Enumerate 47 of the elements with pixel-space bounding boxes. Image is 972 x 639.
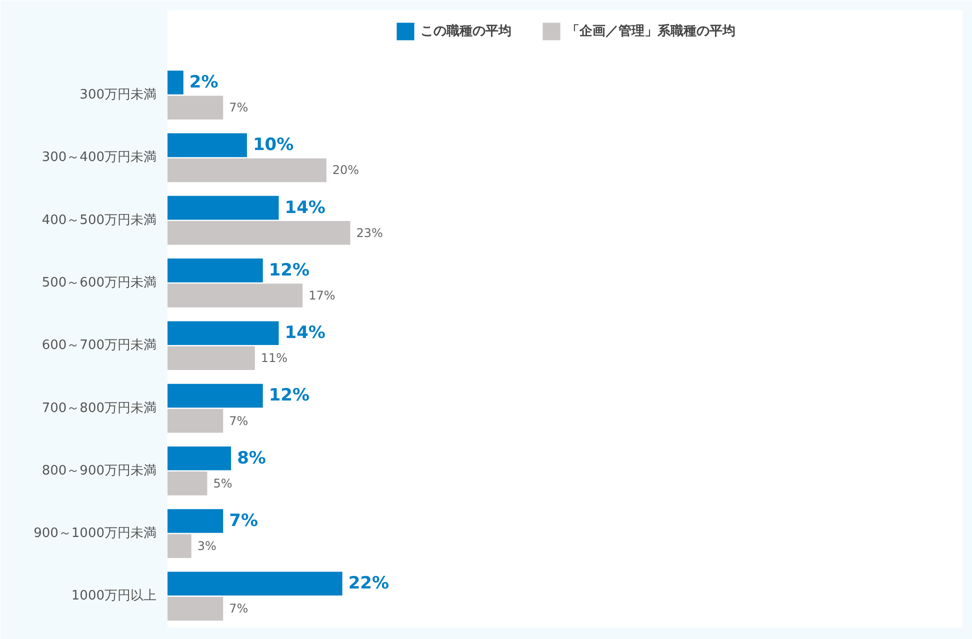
data-label: 14%: [284, 323, 326, 344]
y-tick-label: 300万円未満: [80, 88, 157, 103]
data-label: 7%: [229, 602, 248, 616]
bar: [168, 321, 279, 345]
legend-label: この職種の平均: [420, 22, 512, 40]
data-label: 7%: [229, 100, 248, 115]
bar: [168, 572, 342, 596]
data-label: 12%: [268, 386, 310, 406]
bar: [168, 534, 192, 558]
bar: [168, 472, 208, 496]
y-tick-label: 1000万円以上: [71, 588, 157, 604]
bar: [168, 196, 279, 220]
y-tick-label: 300～400万円未満: [42, 150, 157, 166]
data-label: 3%: [197, 539, 216, 554]
legend-label: 「企画／管理」系職種の平均: [566, 22, 736, 40]
bar: [168, 346, 255, 370]
bar: [168, 158, 326, 182]
y-tick-label: 600～700万円未満: [42, 338, 157, 354]
y-tick-label: 800～900万円未満: [42, 463, 157, 478]
bar: [168, 133, 247, 158]
data-label: 2%: [189, 72, 218, 93]
bar: [168, 596, 224, 621]
data-label: 12%: [268, 260, 310, 280]
data-label: 5%: [213, 476, 232, 490]
data-label: 23%: [356, 226, 383, 240]
bar: [168, 96, 224, 120]
data-label: 20%: [332, 163, 360, 178]
bar: [168, 446, 232, 470]
data-label: 7%: [229, 511, 258, 532]
y-tick-label: 500～600万円未満: [42, 275, 157, 290]
y-tick-label: 900～1000万円未満: [34, 526, 157, 542]
data-label: 17%: [308, 288, 336, 303]
y-tick-label: 700～800万円未満: [42, 400, 157, 416]
bar: [168, 220, 350, 245]
data-label: 22%: [348, 574, 390, 594]
data-label: 8%: [237, 448, 266, 468]
bar: [168, 258, 263, 282]
data-label: 10%: [252, 135, 294, 156]
data-label: 14%: [284, 198, 326, 218]
bar: [168, 70, 184, 94]
bar: [168, 408, 224, 433]
data-label: 7%: [229, 414, 248, 428]
bar: [168, 284, 303, 308]
y-tick-label: 400～500万円未満: [42, 212, 157, 228]
bar: [168, 384, 263, 408]
bar: [168, 509, 224, 533]
data-label: 11%: [260, 351, 288, 366]
